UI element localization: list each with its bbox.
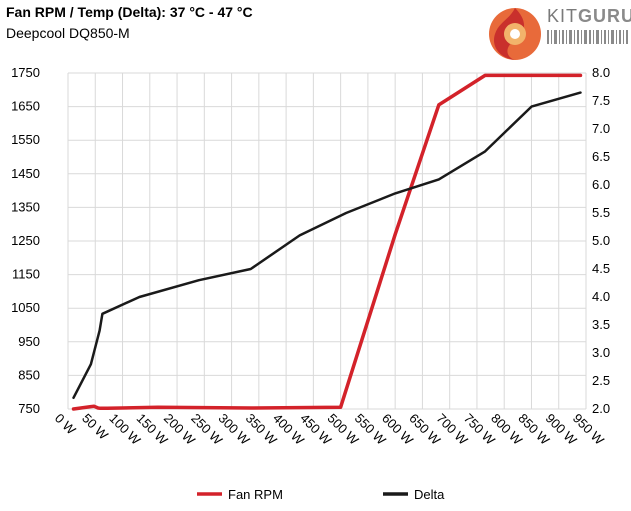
y-left-tick-label: 1750 bbox=[11, 65, 40, 80]
y-left-tick-label: 950 bbox=[18, 334, 40, 349]
y-right-tick-label: 6.5 bbox=[592, 149, 610, 164]
kitguru-icon bbox=[489, 8, 541, 60]
legend-delta-label: Delta bbox=[414, 487, 445, 502]
y-left-tick-label: 1550 bbox=[11, 132, 40, 147]
y-left-tick-label: 1450 bbox=[11, 166, 40, 181]
chart-title: Fan RPM / Temp (Delta): 37 °C - 47 °C bbox=[6, 4, 253, 20]
y-right-tick-label: 5.0 bbox=[592, 233, 610, 248]
fan-rpm-line bbox=[71, 73, 583, 411]
y-left-tick-label: 1150 bbox=[12, 267, 40, 282]
legend-fan-rpm-label: Fan RPM bbox=[228, 487, 283, 502]
y-right-tick-label: 4.0 bbox=[592, 289, 610, 304]
y-right-tick-label: 3.5 bbox=[592, 317, 610, 332]
chart-subtitle: Deepcool DQ850-M bbox=[6, 25, 130, 41]
y-left-tick-label: 1350 bbox=[11, 199, 40, 214]
y-right-tick-label: 5.5 bbox=[592, 205, 610, 220]
x-tick-label: 950 W bbox=[570, 411, 608, 449]
y-right-tick-label: 2.0 bbox=[592, 401, 610, 416]
y-right-tick-label: 6.0 bbox=[592, 177, 610, 192]
y-left-tick-label: 1250 bbox=[11, 233, 40, 248]
kitguru-logo: KITGURU bbox=[485, 0, 631, 64]
barcode-graphic bbox=[547, 30, 628, 44]
gridlines bbox=[67, 72, 587, 410]
kitguru-wordmark: KITGURU bbox=[547, 6, 631, 26]
y-right-tick-label: 7.0 bbox=[592, 121, 610, 136]
x-tick-label: 0 W bbox=[52, 411, 79, 438]
y-left-tick-label: 750 bbox=[18, 401, 40, 416]
legend: Fan RPM Delta bbox=[197, 487, 445, 502]
y-left-tick-label: 1650 bbox=[11, 99, 40, 114]
y-right-tick-label: 3.0 bbox=[592, 345, 610, 360]
delta-line bbox=[72, 91, 582, 400]
y-right-tick-label: 4.5 bbox=[592, 261, 610, 276]
y-left-tick-label: 850 bbox=[18, 367, 40, 382]
y-left-tick-label: 1050 bbox=[11, 300, 40, 315]
y-right-tick-label: 7.5 bbox=[592, 93, 610, 108]
y-right-tick-label: 2.5 bbox=[592, 373, 610, 388]
axes: 750 850 950 1050 1150 1250 1350 1450 1550 1650 175… bbox=[11, 65, 610, 448]
x-tick-label: 50 W bbox=[79, 411, 112, 444]
series-lines bbox=[71, 73, 583, 411]
y-right-tick-label: 8.0 bbox=[592, 65, 610, 80]
